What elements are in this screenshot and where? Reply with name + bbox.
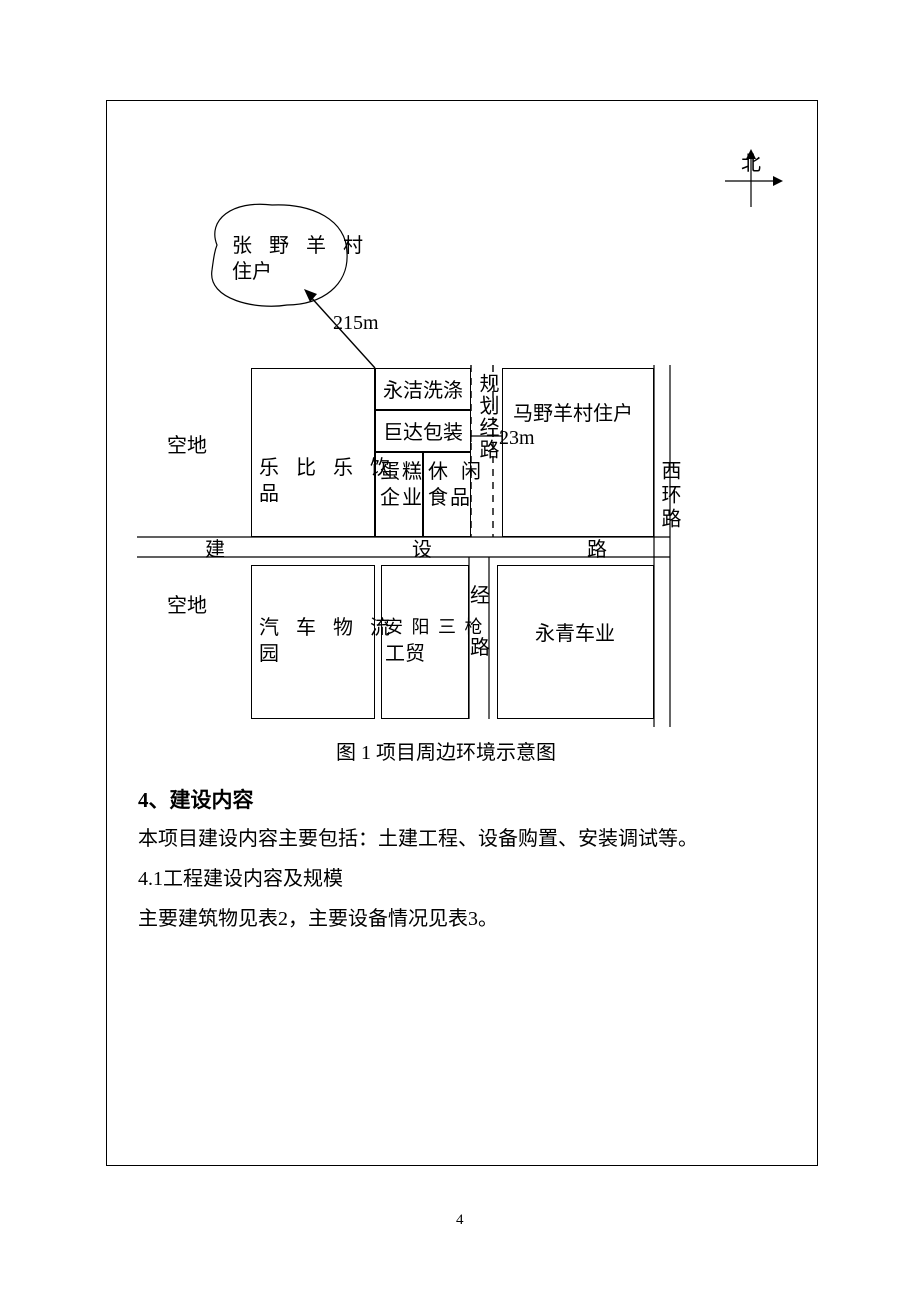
para-2: 4.1工程建设内容及规模 xyxy=(138,864,343,894)
site-diagram: 北 张 野 羊 村 住户 215m 建 设 路 西环路 经 路 规划经路 2 xyxy=(137,105,817,727)
label-kongdi-1: 空地 xyxy=(167,433,207,460)
box-mayeyang-l1: 马野羊村住户 xyxy=(513,401,633,428)
box-lebile xyxy=(251,368,375,537)
box-sanqiang-l1: 安 阳 三 枪 xyxy=(385,615,485,639)
box-mayeyang xyxy=(502,368,654,537)
para-1: 本项目建设内容主要包括：土建工程、设备购置、安装调试等。 xyxy=(138,824,698,854)
box-xiuxian-l1: 休 闲 xyxy=(428,459,485,486)
para-3: 主要建筑物见表2，主要设备情况见表3。 xyxy=(138,904,498,934)
box-dangao-l2: 企业 xyxy=(380,485,424,512)
box-qiche-l1: 汽 车 物 流 xyxy=(259,615,396,642)
figure-caption: 图 1 项目周边环境示意图 xyxy=(336,736,556,765)
box-juda-l1: 巨达包装 xyxy=(383,420,463,447)
label-kongdi-2: 空地 xyxy=(167,593,207,620)
box-sanqiang-l2: 工贸 xyxy=(385,641,425,668)
box-lebile-l2: 品 xyxy=(259,481,279,508)
page-number: 4 xyxy=(456,1212,464,1229)
box-dangao-l1: 蛋糕 xyxy=(380,459,424,486)
heading-4: 4、建设内容 xyxy=(138,784,254,814)
box-xiuxian-l2: 食品 xyxy=(428,485,472,512)
box-qiche-l2: 园 xyxy=(259,641,279,668)
box-yongjie-l1: 永洁洗涤 xyxy=(383,378,463,405)
box-yongqing-l1: 永青车业 xyxy=(535,621,615,648)
